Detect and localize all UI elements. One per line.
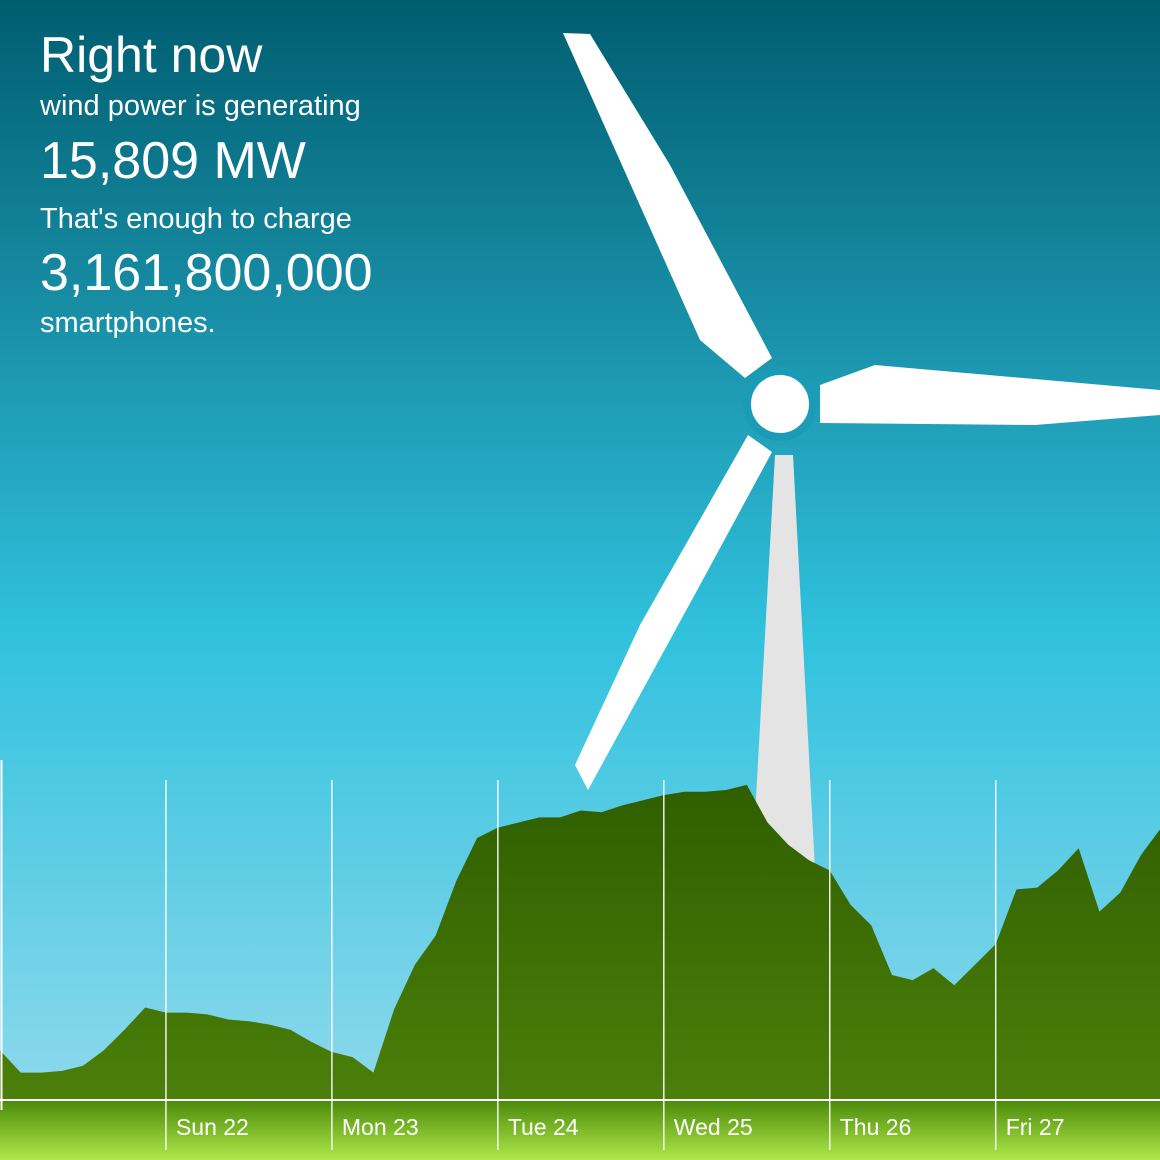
power-value: 15,809 MW xyxy=(40,132,306,190)
plot xyxy=(0,784,1160,1100)
x-tick-label: Sun 22 xyxy=(176,1114,249,1140)
blade xyxy=(820,365,1160,425)
turbine-blades xyxy=(563,33,1160,790)
x-tick-label: Wed 25 xyxy=(674,1114,753,1140)
x-tick-label: Thu 26 xyxy=(840,1114,912,1140)
turbine-tower xyxy=(752,455,815,870)
subline: That's enough to charge xyxy=(40,203,352,235)
x-tick-label: Tue 24 xyxy=(508,1114,579,1140)
turbine-hub xyxy=(743,367,817,441)
blade xyxy=(575,435,772,790)
subline: smartphones. xyxy=(40,307,216,339)
x-tick-label: Fri 27 xyxy=(1006,1114,1065,1140)
headline: Right now xyxy=(40,27,263,83)
x-tick-label: Mon 23 xyxy=(342,1114,419,1140)
subline: wind power is generating xyxy=(39,90,361,122)
area xyxy=(0,784,1160,1100)
blade xyxy=(563,33,772,378)
phones-value: 3,161,800,000 xyxy=(40,244,373,302)
ground xyxy=(0,1100,1160,1160)
